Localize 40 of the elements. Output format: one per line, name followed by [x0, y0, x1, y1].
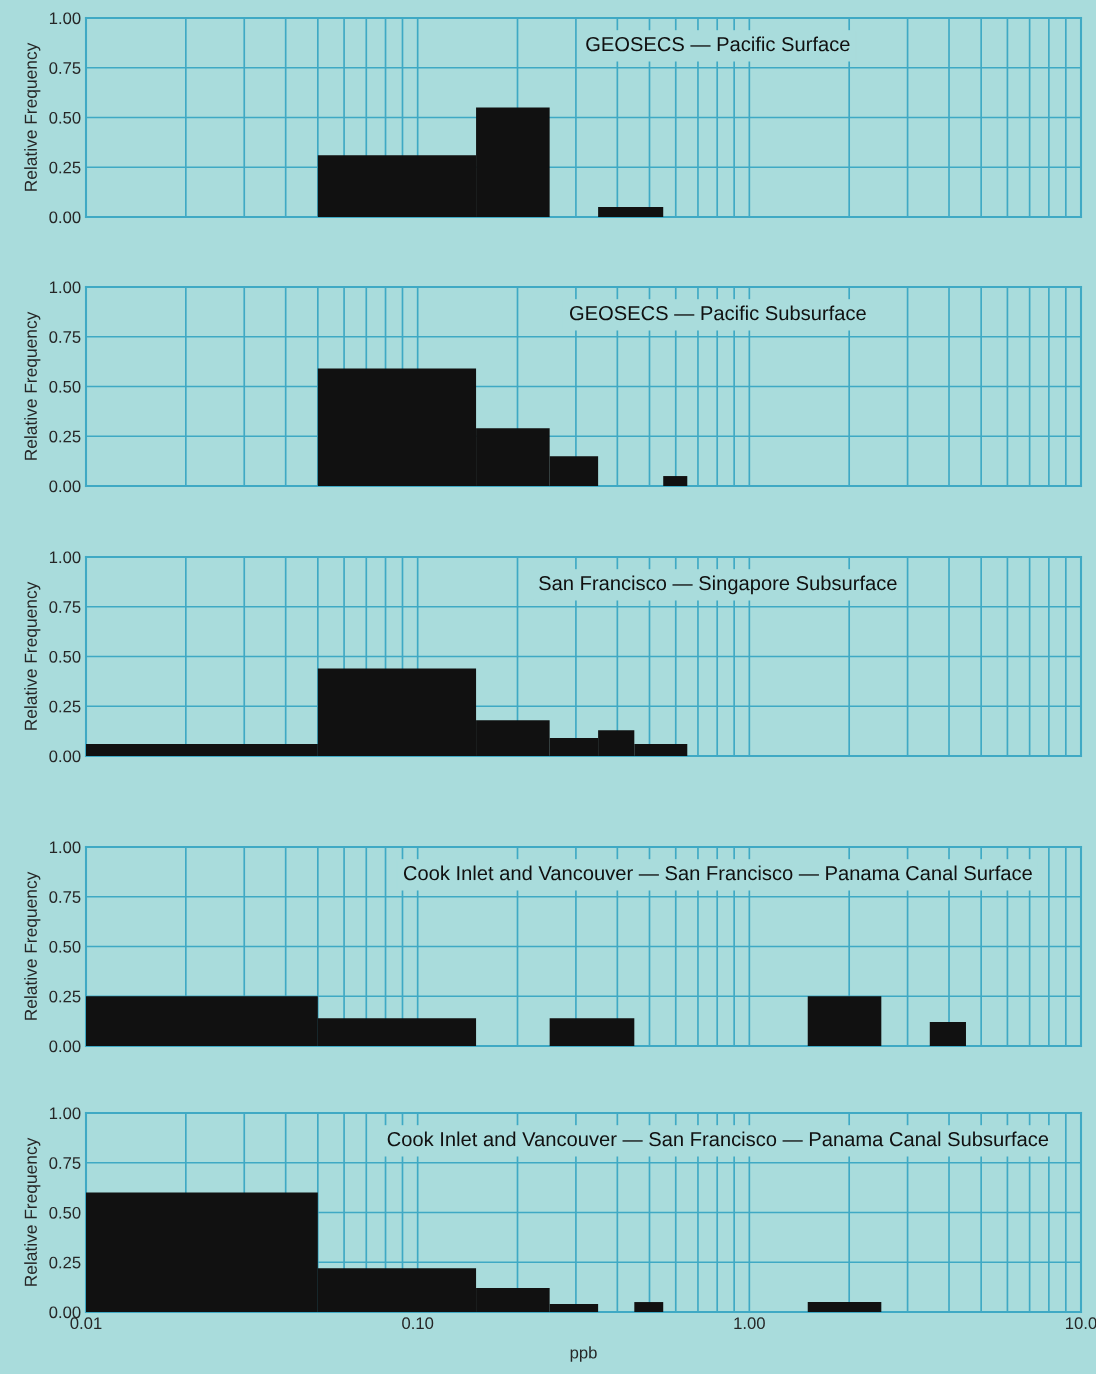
y-tick-label: 0.75	[49, 601, 81, 613]
y-tick-label: 0.75	[49, 1157, 81, 1169]
y-tick-label: 0.25	[49, 990, 81, 1003]
y-tick-label: 0.50	[49, 1206, 81, 1219]
y-tick-label: 0.75	[49, 331, 81, 343]
y-tick-label: 1.00	[49, 551, 81, 564]
y-tick-label: 1.00	[49, 281, 81, 294]
x-tick-label: 10.0	[1066, 1317, 1096, 1330]
y-tick-label: 0.00	[49, 480, 81, 493]
y-tick-label: 0.50	[49, 111, 81, 124]
y-tick-label: 0.00	[49, 211, 81, 224]
y-tick-label: 1.00	[49, 1107, 81, 1120]
x-tick-label: 1.00	[734, 1317, 765, 1330]
y-tick-label: 0.25	[49, 161, 81, 174]
y-axis-title: Relative Frequency	[24, 1137, 41, 1286]
y-tick-label: 0.50	[49, 940, 81, 953]
y-tick-label: 0.50	[49, 380, 81, 393]
text: San Francisco — Singapore Subsurface	[539, 575, 897, 595]
y-axis-title: Relative Frequency	[24, 311, 41, 460]
text: GEOSECS — Pacific Surface	[586, 36, 850, 52]
y-tick-label: 0.50	[49, 650, 81, 663]
y-tick-label: 0.25	[49, 700, 81, 713]
y-tick-label: 0.25	[49, 1256, 81, 1269]
x-axis-title: ppb	[570, 1346, 597, 1362]
y-tick-label: 0.00	[49, 750, 81, 763]
y-axis-title: Relative Frequency	[24, 581, 41, 730]
y-tick-label: 0.00	[49, 1306, 81, 1319]
y-tick-label: 0.25	[49, 430, 81, 443]
text: Cook Inlet and Vancouver — San Francisco — Panama Canal Subsurface	[387, 1131, 1049, 1147]
x-tick-label: 0.01	[70, 1317, 102, 1330]
y-axis-title: Relative Frequency	[24, 42, 41, 191]
text: GEOSECS — Pacific Subsurface	[569, 305, 866, 321]
text: Cook Inlet and Vancouver — San Francisco — Panama Canal Surface	[403, 865, 1032, 881]
y-tick-label: 0.75	[49, 891, 81, 903]
y-axis-title: Relative Frequency	[24, 871, 41, 1020]
x-tick-label: 0.10	[402, 1317, 434, 1330]
y-tick-label: 1.00	[49, 841, 81, 854]
y-tick-label: 0.00	[49, 1040, 81, 1053]
y-tick-label: 0.75	[49, 62, 81, 74]
y-tick-label: 1.00	[49, 12, 81, 25]
